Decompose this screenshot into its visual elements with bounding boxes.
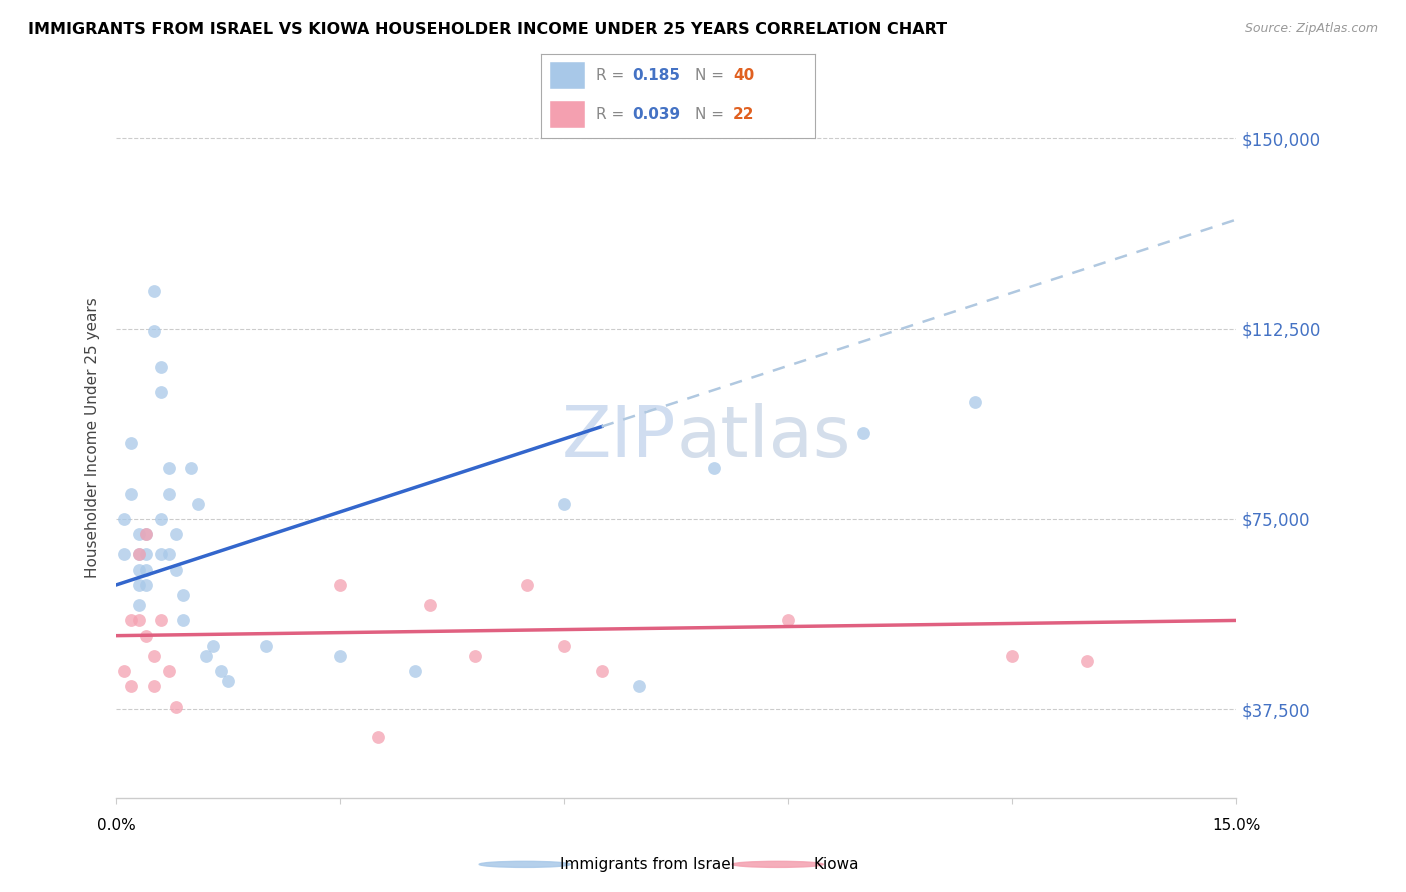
Point xyxy=(135,629,157,643)
Text: R =: R = xyxy=(596,68,630,83)
Point xyxy=(553,497,575,511)
Point xyxy=(553,639,575,653)
Text: N =: N = xyxy=(695,107,728,122)
Point xyxy=(157,664,180,678)
Point xyxy=(128,548,150,562)
Point xyxy=(150,359,173,374)
Point xyxy=(157,486,180,500)
Point xyxy=(112,548,135,562)
Text: 15.0%: 15.0% xyxy=(1212,818,1261,833)
Point xyxy=(516,578,538,592)
Point xyxy=(202,639,225,653)
Point xyxy=(112,512,135,526)
Text: 0.185: 0.185 xyxy=(631,68,679,83)
Text: ZIP: ZIP xyxy=(562,403,676,472)
Point xyxy=(150,385,173,400)
Text: 0.0%: 0.0% xyxy=(97,818,135,833)
Point xyxy=(135,527,157,541)
Point xyxy=(173,614,195,628)
Point xyxy=(120,680,142,694)
Point xyxy=(329,578,352,592)
Bar xyxy=(550,101,585,128)
Point xyxy=(120,614,142,628)
Point xyxy=(591,664,613,678)
Circle shape xyxy=(733,862,824,867)
Point xyxy=(165,527,187,541)
Point xyxy=(120,486,142,500)
Point xyxy=(628,680,651,694)
Text: N =: N = xyxy=(695,68,728,83)
Text: 40: 40 xyxy=(734,68,755,83)
Point xyxy=(194,648,217,663)
Text: 22: 22 xyxy=(734,107,755,122)
Point xyxy=(367,730,389,744)
Point xyxy=(404,664,426,678)
Point xyxy=(187,497,209,511)
Circle shape xyxy=(479,862,571,867)
Point xyxy=(464,648,486,663)
Point xyxy=(852,425,875,440)
Text: Source: ZipAtlas.com: Source: ZipAtlas.com xyxy=(1244,22,1378,36)
Text: Immigrants from Israel: Immigrants from Israel xyxy=(560,857,735,871)
Point xyxy=(254,639,277,653)
Point xyxy=(150,614,173,628)
Point xyxy=(165,563,187,577)
Point xyxy=(128,548,150,562)
Point xyxy=(329,648,352,663)
Point xyxy=(1001,648,1024,663)
Text: 0.039: 0.039 xyxy=(631,107,681,122)
Point xyxy=(142,680,165,694)
Point xyxy=(128,563,150,577)
Text: Kiowa: Kiowa xyxy=(813,857,859,871)
Point xyxy=(142,648,165,663)
Point xyxy=(150,512,173,526)
Text: atlas: atlas xyxy=(676,403,851,472)
Point xyxy=(703,461,725,475)
Point xyxy=(128,598,150,612)
Point xyxy=(128,614,150,628)
Point xyxy=(1076,654,1098,668)
Text: IMMIGRANTS FROM ISRAEL VS KIOWA HOUSEHOLDER INCOME UNDER 25 YEARS CORRELATION CH: IMMIGRANTS FROM ISRAEL VS KIOWA HOUSEHOL… xyxy=(28,22,948,37)
Point xyxy=(157,461,180,475)
Point xyxy=(112,664,135,678)
Point xyxy=(209,664,232,678)
Point xyxy=(150,548,173,562)
Point xyxy=(180,461,202,475)
Point xyxy=(128,527,150,541)
Point xyxy=(142,324,165,338)
Point xyxy=(142,284,165,298)
Point xyxy=(173,588,195,602)
Point xyxy=(128,578,150,592)
Point xyxy=(135,563,157,577)
Point xyxy=(165,699,187,714)
Point xyxy=(217,674,239,689)
Point xyxy=(135,548,157,562)
Point xyxy=(157,548,180,562)
Point xyxy=(419,598,441,612)
Text: R =: R = xyxy=(596,107,630,122)
Point xyxy=(120,435,142,450)
Point xyxy=(965,395,987,409)
Point xyxy=(135,578,157,592)
Y-axis label: Householder Income Under 25 years: Householder Income Under 25 years xyxy=(86,297,100,578)
Point xyxy=(778,614,800,628)
Point xyxy=(135,527,157,541)
Bar xyxy=(550,62,585,89)
